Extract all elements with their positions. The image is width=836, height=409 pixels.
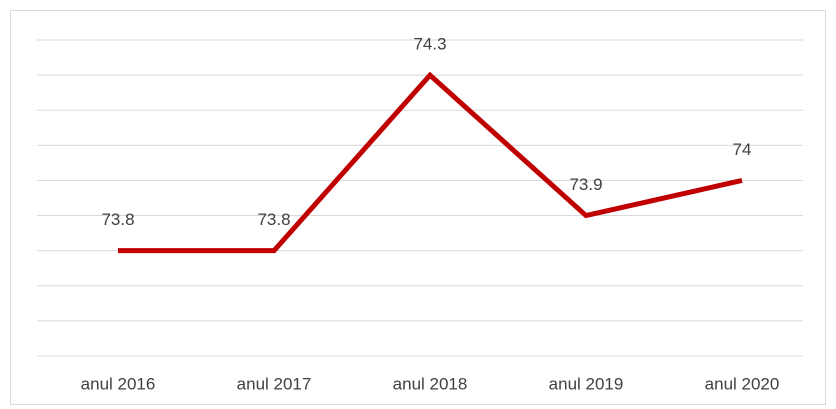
x-tick-label: anul 2017 <box>237 374 312 393</box>
chart-border <box>10 10 826 405</box>
x-tick-label: anul 2018 <box>393 374 468 393</box>
x-tick-label: anul 2020 <box>705 374 780 393</box>
x-tick-label: anul 2016 <box>81 374 156 393</box>
data-label: 74 <box>733 140 752 159</box>
line <box>118 71 743 254</box>
data-label: 73.9 <box>569 175 602 194</box>
data-label: 74.3 <box>413 35 446 54</box>
x-tick-label: anul 2019 <box>549 374 624 393</box>
data-label: 73.8 <box>257 210 290 229</box>
data-label: 73.8 <box>101 210 134 229</box>
